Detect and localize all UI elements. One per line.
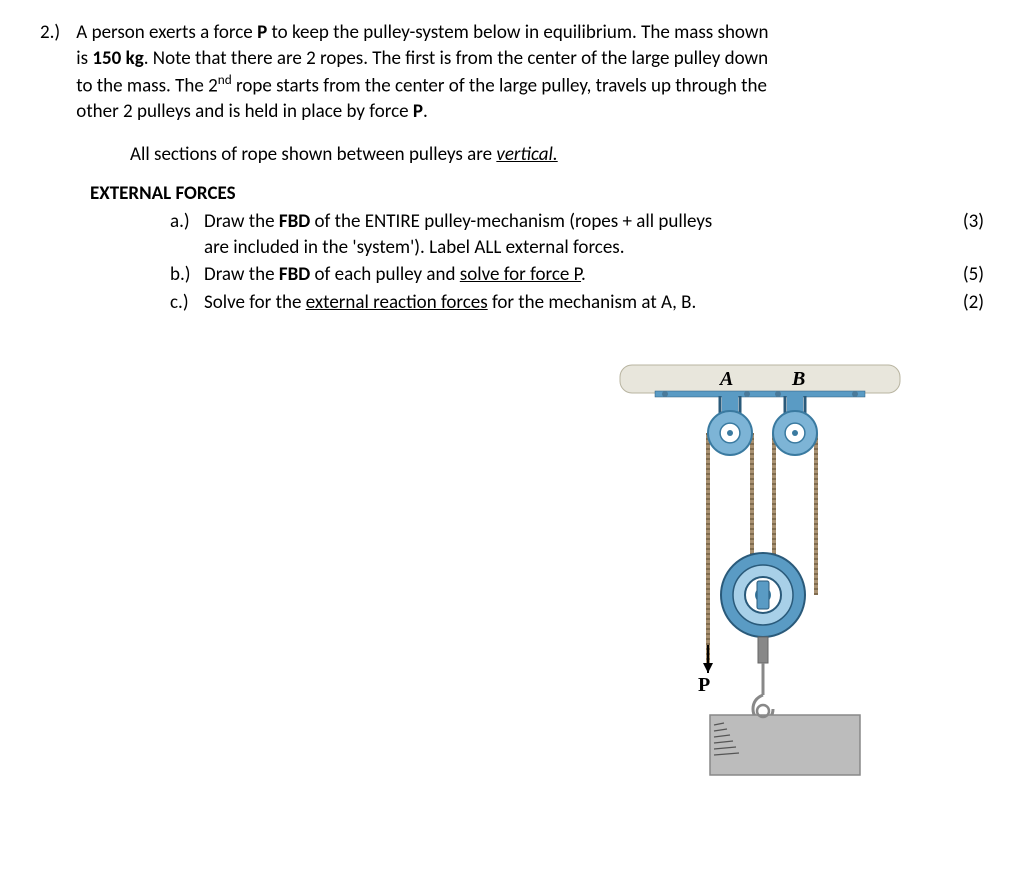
svg-text:B: B: [791, 368, 805, 390]
text: to the mass. The 2: [76, 75, 217, 98]
text: .: [581, 263, 586, 286]
sub-letter: c.): [170, 290, 204, 316]
force-P: P: [257, 21, 267, 44]
sub-text: Draw the FBD of each pulley and solve fo…: [204, 262, 924, 288]
svg-text:P: P: [698, 674, 710, 696]
mass-value: 150 kg: [92, 47, 143, 70]
problem-number: 2.): [40, 20, 72, 46]
text: of each pulley and: [310, 263, 460, 286]
solve-force-p: solve for force P: [460, 263, 581, 286]
fbd-bold: FBD: [279, 210, 310, 233]
text: Solve for the: [204, 291, 306, 314]
points: (3): [944, 209, 984, 260]
fbd-bold: FBD: [279, 263, 310, 286]
sub-letter: b.): [170, 262, 204, 288]
vertical-underlined: vertical.: [496, 143, 557, 166]
text: All sections of rope shown between pulle…: [130, 143, 496, 166]
problem-intro: 2.) A person exerts a force P to keep th…: [40, 20, 984, 125]
force-P: P: [413, 100, 423, 123]
text: rope starts from the center of the large…: [232, 75, 767, 98]
text: . Note that there are 2 ropes. The first…: [144, 47, 768, 70]
pulley-svg: A B P: [600, 355, 920, 795]
sub-item-c: c.) Solve for the external reaction forc…: [170, 290, 984, 316]
intro-body: A person exerts a force P to keep the pu…: [76, 20, 956, 125]
sub-item-b: b.) Draw the FBD of each pulley and solv…: [170, 262, 984, 288]
ordinal-sup: nd: [218, 71, 232, 88]
vertical-note: All sections of rope shown between pulle…: [130, 143, 984, 166]
text: .: [423, 100, 428, 123]
sub-items: a.) Draw the FBD of the ENTIRE pulley-me…: [170, 209, 984, 316]
text: other 2 pulleys and is held in place by …: [76, 100, 413, 123]
text: Draw the: [204, 210, 279, 233]
svg-text:A: A: [718, 368, 733, 390]
external-forces-header: EXTERNAL FORCES: [90, 182, 984, 205]
sub-text: Draw the FBD of the ENTIRE pulley-mechan…: [204, 209, 924, 260]
sub-letter: a.): [170, 209, 204, 260]
points: (2): [944, 290, 984, 316]
text: A person exerts a force: [76, 21, 257, 44]
reaction-forces: external reaction forces: [306, 291, 488, 314]
pulley-figure: A B P: [600, 355, 984, 795]
text: Draw the: [204, 263, 279, 286]
points: (5): [944, 262, 984, 288]
text: is: [76, 47, 92, 70]
text: to keep the pulley-system below in equil…: [267, 21, 768, 44]
sub-item-a: a.) Draw the FBD of the ENTIRE pulley-me…: [170, 209, 984, 260]
text: are included in the 'system'). Label ALL…: [204, 236, 625, 259]
text: for the mechanism at A, B.: [488, 291, 697, 314]
text: of the ENTIRE pulley-mechanism (ropes + …: [310, 210, 712, 233]
sub-text: Solve for the external reaction forces f…: [204, 290, 924, 316]
